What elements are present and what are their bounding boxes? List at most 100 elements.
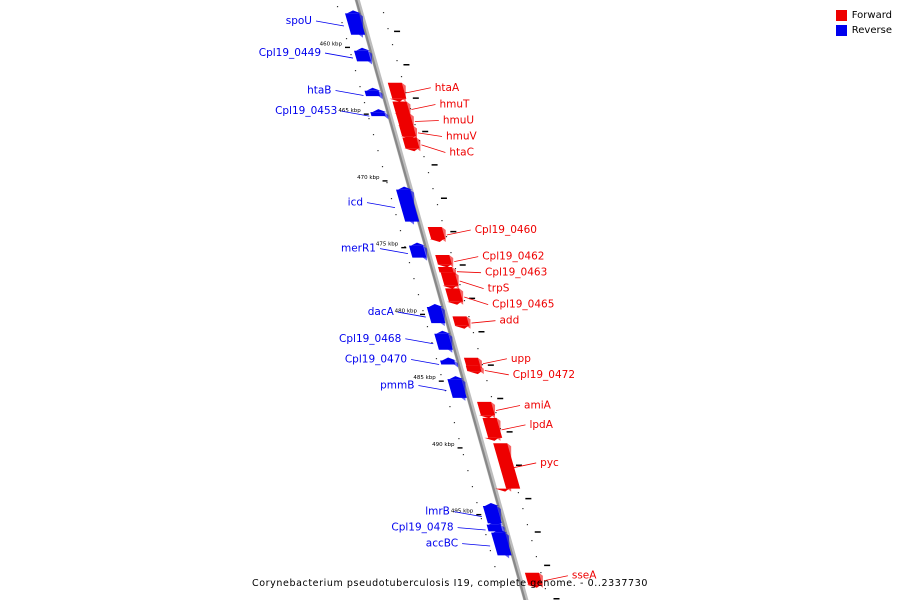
gene-side	[496, 417, 501, 441]
gene-label: merR1	[341, 243, 376, 255]
guide-dots	[336, 6, 560, 600]
gene-side	[461, 379, 466, 401]
guide-dot	[400, 76, 403, 78]
guide-dot	[423, 156, 425, 158]
scale-ticks: 460 kbp 465 kbp 470 kbp 475 kbp 480 kbp 485 k…	[320, 41, 482, 516]
legend: Forward Reverse	[835, 8, 892, 38]
gene-side	[359, 13, 364, 38]
leader-line	[453, 511, 482, 518]
gene-label: htaC	[449, 146, 474, 158]
gene-side	[507, 443, 512, 492]
gene-block	[364, 90, 381, 97]
leader-line	[543, 575, 568, 582]
tick-label: 495 kbp	[451, 509, 474, 515]
gene-side	[409, 113, 414, 129]
gene-arrow	[410, 242, 425, 246]
guide-dot	[405, 92, 407, 94]
gene-label: dacA	[368, 306, 395, 318]
gene-block	[402, 137, 420, 149]
leader-line	[335, 90, 364, 96]
gene-block	[465, 365, 482, 372]
guide-dot	[477, 348, 479, 350]
leader-line	[459, 280, 484, 290]
guide-dot	[494, 566, 496, 568]
legend-reverse-label: Reverse	[851, 25, 892, 36]
tick-label: 480 kbp	[395, 308, 418, 314]
leader-line	[457, 271, 482, 274]
legend-reverse: Reverse	[835, 23, 892, 38]
guide-dot	[404, 246, 406, 248]
leader-line	[411, 104, 436, 110]
gene-side	[466, 316, 471, 329]
gene-arrow	[495, 488, 510, 492]
leader-line	[366, 202, 396, 208]
guide-dot	[531, 540, 533, 542]
gene-side	[454, 272, 459, 289]
guide-dot	[408, 262, 411, 264]
guide-dot	[480, 518, 483, 520]
gene-arrow	[428, 304, 443, 308]
guide-dot	[387, 28, 389, 30]
gene-label: spoU	[286, 15, 312, 27]
guide-dot	[382, 12, 385, 14]
guide-dot	[526, 524, 529, 526]
gene-side	[459, 288, 464, 305]
legend-forward-label: Forward	[851, 10, 892, 21]
gene-block	[426, 307, 446, 324]
leader-line	[405, 338, 434, 345]
gene-label: upp	[511, 353, 531, 365]
guide-dot	[422, 310, 424, 312]
gene-block	[395, 113, 414, 126]
gene-side	[479, 365, 484, 375]
gene-label: Cpl19_0453	[275, 105, 337, 117]
gene-arrow	[404, 148, 419, 152]
gene-block	[399, 125, 417, 137]
guide-dot	[467, 470, 469, 472]
legend-forward: Forward	[835, 8, 892, 23]
guide-dot	[359, 86, 361, 88]
reverse-swatch	[835, 25, 847, 36]
guide-dot	[458, 438, 460, 440]
gene-side	[496, 505, 501, 527]
guide-dot	[486, 380, 488, 382]
gene-label: htaB	[307, 84, 331, 96]
gene-block	[445, 288, 463, 302]
gene-label: add	[499, 315, 519, 327]
gene-block	[486, 524, 503, 532]
guide-dot	[441, 220, 443, 222]
leader-line	[315, 20, 345, 27]
guide-dot	[498, 582, 500, 584]
gene-arrow	[347, 10, 362, 14]
gene-side	[538, 572, 543, 588]
gene-label: hmuU	[443, 114, 474, 126]
guide-dot	[462, 454, 465, 456]
guide-dot	[390, 198, 393, 200]
gene-arrow	[488, 521, 503, 525]
guide-dot	[341, 22, 343, 24]
leader-line	[484, 370, 509, 376]
gene-label: pmmB	[380, 379, 414, 391]
gene-block	[463, 357, 481, 366]
gene-side	[448, 333, 453, 353]
guide-dot	[495, 412, 497, 414]
gene-block	[387, 82, 407, 99]
gene-labels: spoU Cpl19_0449 htaB Cpl19_0453 htaA hmuT hmuU…	[259, 15, 598, 582]
tick-label: 460 kbp	[320, 41, 343, 47]
guide-dot	[414, 124, 416, 126]
gene-block	[354, 50, 372, 62]
gene-label: trpS	[488, 283, 510, 295]
leader-line	[501, 424, 526, 431]
gene-label: Cpl19_0472	[513, 369, 575, 381]
leader-line	[379, 248, 409, 255]
leader-line	[471, 320, 496, 324]
leader-line	[482, 358, 507, 365]
gene-arrow	[398, 186, 413, 190]
gene-label: lmrB	[425, 506, 450, 518]
guide-dot	[450, 252, 452, 254]
gene-block	[440, 272, 459, 286]
gene-arrow	[442, 285, 457, 289]
gene-side	[440, 307, 445, 327]
guide-dot	[395, 214, 397, 216]
gene-features	[345, 10, 543, 588]
gene-arrow	[442, 357, 457, 361]
